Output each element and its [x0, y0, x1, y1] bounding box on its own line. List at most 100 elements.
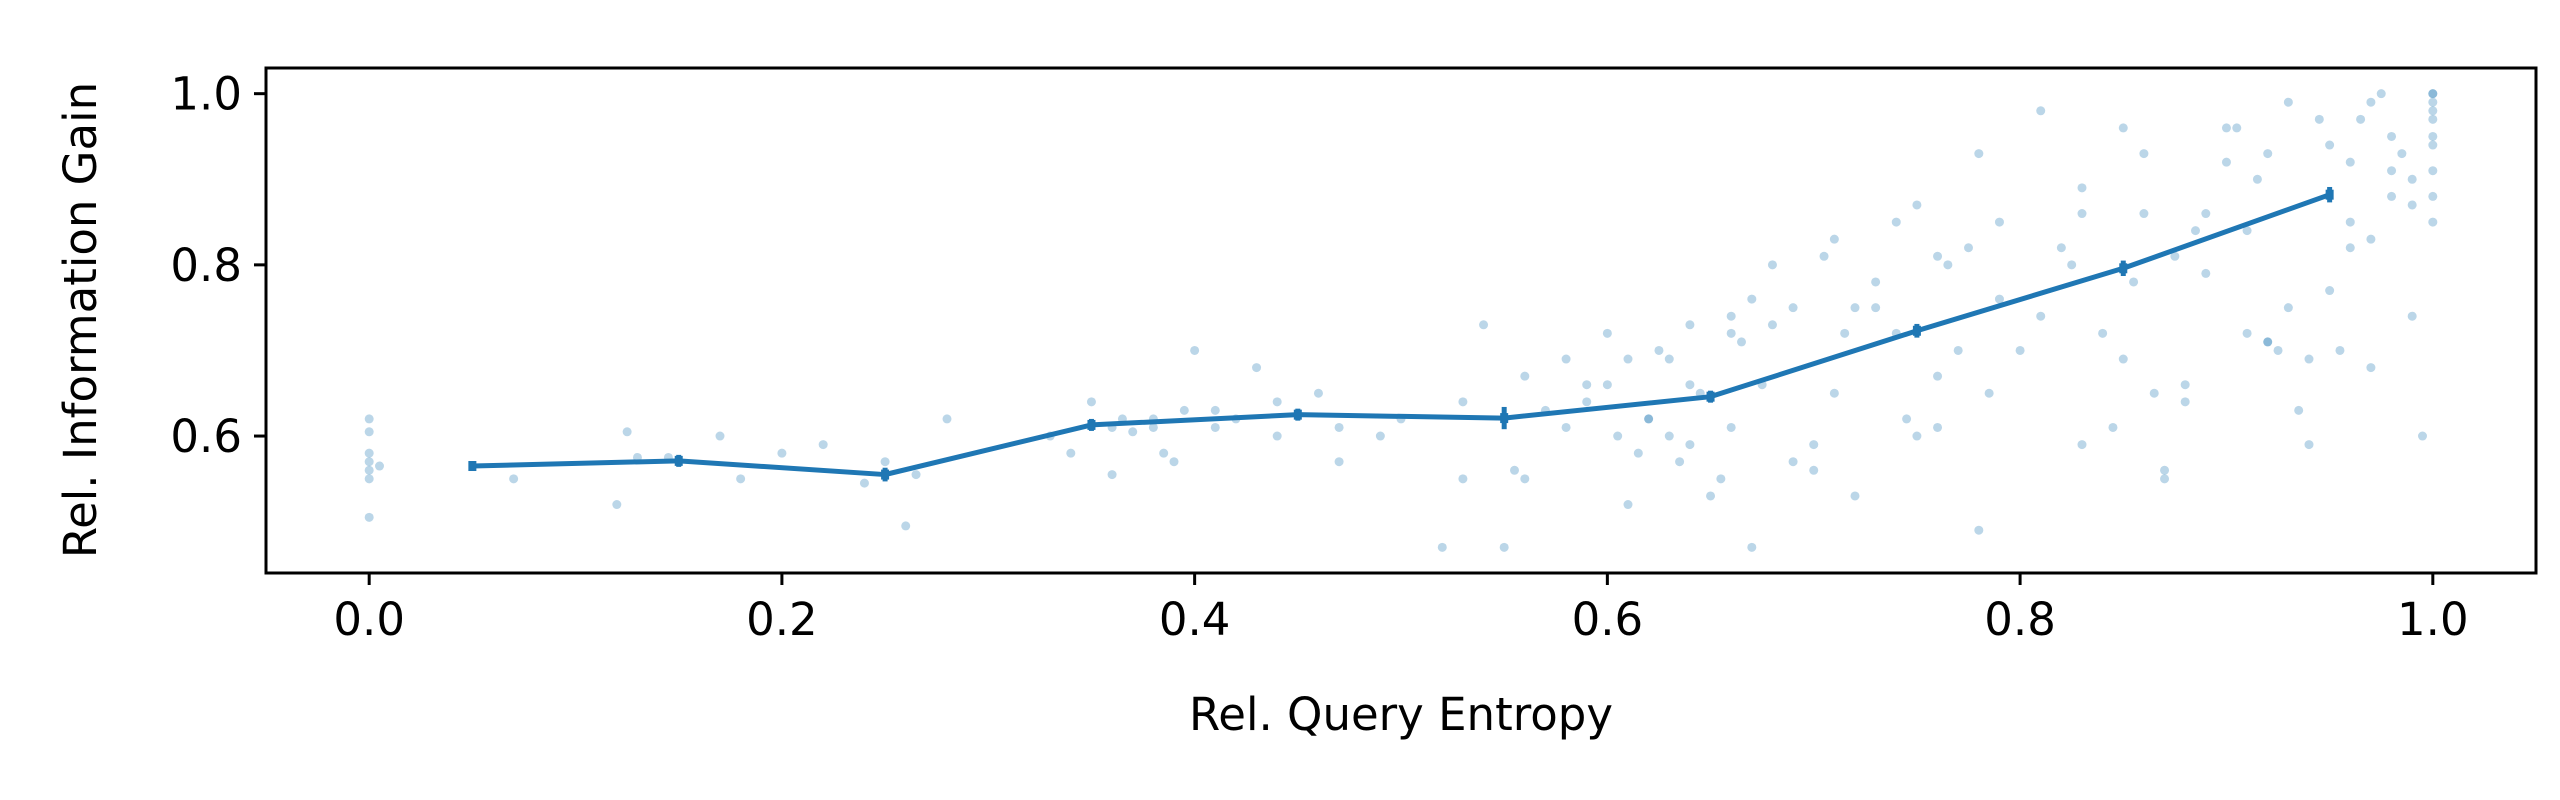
y-tick-label: 0.8	[170, 239, 242, 292]
scatter-point	[1613, 431, 1623, 441]
scatter-point	[1520, 474, 1530, 484]
data-point	[2119, 263, 2128, 274]
scatter-point	[1747, 294, 1757, 304]
scatter-point	[1644, 414, 1654, 424]
scatter-point	[1066, 448, 1076, 458]
scatter-point	[1479, 320, 1489, 330]
scatter-point	[1902, 414, 1912, 424]
scatter-point	[364, 474, 374, 484]
scatter-point	[2283, 97, 2293, 107]
scatter-point	[1582, 380, 1592, 390]
scatter-point	[1788, 303, 1798, 313]
scatter-point	[1252, 363, 1262, 373]
scatter-point	[911, 470, 921, 480]
scatter-point	[1499, 542, 1509, 552]
scatter-point	[1664, 431, 1674, 441]
scatter-point	[1375, 431, 1385, 441]
scatter-point	[2294, 405, 2304, 415]
scatter-point	[2118, 123, 2128, 133]
scatter-point	[1664, 354, 1674, 364]
scatter-layer	[364, 89, 2438, 552]
x-tick-label: 0.4	[1159, 593, 1231, 646]
scatter-point	[1602, 328, 1612, 338]
scatter-point	[2345, 157, 2355, 167]
scatter-point	[2201, 268, 2211, 278]
x-axis: 0.0 0.2 0.4 0.6 0.8 1.0	[333, 573, 2469, 646]
scatter-point	[1767, 260, 1777, 270]
scatter-point	[1458, 474, 1468, 484]
scatter-point	[364, 457, 374, 467]
scatter-point	[1829, 234, 1839, 244]
scatter-point	[2428, 217, 2438, 227]
scatter-point	[2098, 328, 2108, 338]
scatter-point	[901, 521, 911, 531]
scatter-point	[1685, 380, 1695, 390]
scatter-point	[1994, 217, 2004, 227]
scatter-point	[1747, 542, 1757, 552]
scatter-point	[1159, 448, 1169, 458]
scatter-point	[1458, 397, 1468, 407]
data-point	[881, 469, 890, 480]
scatter-point	[2428, 114, 2438, 124]
y-axis: 0.6 0.8 1.0	[170, 68, 266, 463]
scatter-point	[2325, 286, 2335, 296]
scatter-point	[2407, 174, 2417, 184]
x-axis-label: Rel. Query Entropy	[1189, 688, 1613, 741]
scatter-point	[2067, 260, 2077, 270]
scatter-point	[2366, 363, 2376, 373]
scatter-point	[1107, 470, 1117, 480]
scatter-point	[1726, 328, 1736, 338]
scatter-point	[2325, 140, 2335, 150]
scatter-point	[2263, 337, 2273, 347]
scatter-point	[2428, 89, 2438, 99]
scatter-point	[2139, 149, 2149, 159]
scatter-point	[2304, 440, 2314, 450]
y-tick-label: 0.6	[170, 410, 242, 463]
scatter-point	[1520, 371, 1530, 381]
scatter-point	[2149, 388, 2159, 398]
scatter-point	[1334, 422, 1344, 432]
scatter-point	[1675, 457, 1685, 467]
scatter-point	[1313, 388, 1323, 398]
scatter-point	[2428, 166, 2438, 176]
scatter-point	[2418, 431, 2427, 441]
x-tick-label: 0.2	[746, 593, 818, 646]
scatter-point	[777, 448, 787, 458]
scatter-point	[1767, 320, 1777, 330]
scatter-point	[1086, 397, 1096, 407]
scatter-point	[2428, 191, 2438, 201]
data-point	[1912, 325, 1921, 336]
scatter-point	[1169, 457, 1179, 467]
data-point	[468, 461, 477, 472]
scatter-point	[2345, 217, 2355, 227]
scatter-point	[1623, 500, 1633, 510]
scatter-point	[1190, 345, 1200, 355]
scatter-point	[1912, 200, 1922, 210]
scatter-point	[612, 500, 622, 510]
scatter-point	[364, 448, 374, 458]
scatter-point	[736, 474, 746, 484]
scatter-point	[2077, 183, 2087, 193]
scatter-point	[2428, 131, 2438, 141]
scatter-point	[622, 427, 632, 437]
scatter-point	[2273, 345, 2283, 355]
scatter-point	[715, 431, 725, 441]
scatter-point	[1334, 457, 1344, 467]
scatter-point	[2139, 209, 2149, 219]
scatter-point	[1272, 431, 1282, 441]
scatter-point	[880, 457, 890, 467]
scatter-point	[1644, 414, 1654, 424]
scatter-point	[2366, 97, 2376, 107]
scatter-point	[1602, 380, 1612, 390]
scatter-point	[2263, 337, 2273, 347]
scatter-point	[364, 512, 374, 522]
scatter-point	[2180, 397, 2190, 407]
scatter-point	[818, 440, 828, 450]
scatter-point	[1819, 251, 1829, 261]
scatter-point	[1561, 354, 1571, 364]
scatter-point	[2036, 106, 2046, 116]
scatter-point	[2407, 200, 2417, 210]
scatter-point	[2129, 277, 2139, 287]
scatter-point	[1891, 217, 1901, 227]
